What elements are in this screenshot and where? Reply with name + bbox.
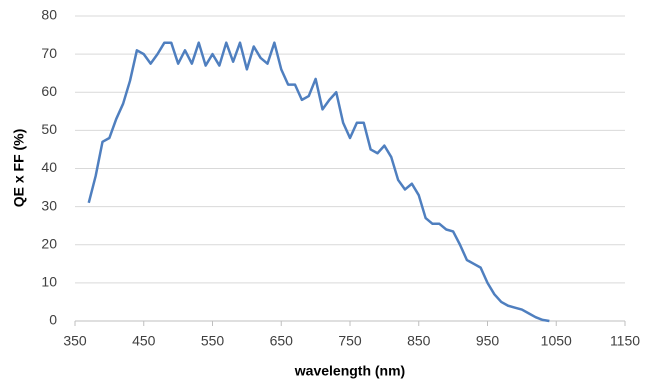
x-tick-label: 350 <box>63 333 87 349</box>
data-line <box>87 41 550 323</box>
x-tick-label: 850 <box>407 333 431 349</box>
y-tick-label: 70 <box>41 45 57 61</box>
y-tick-label: 40 <box>41 159 57 175</box>
y-tick-label: 60 <box>41 83 57 99</box>
x-tick-label: 750 <box>338 333 362 349</box>
y-tick-label: 10 <box>41 274 57 290</box>
y-tick-label: 30 <box>41 197 57 213</box>
y-tick-label: 50 <box>41 121 57 137</box>
y-axis-title: QE x FF (%) <box>11 129 27 208</box>
x-axis-title: wavelength (nm) <box>294 363 405 379</box>
x-tick-label: 1150 <box>610 333 640 349</box>
y-tick-label: 80 <box>41 7 57 23</box>
x-tick-label: 650 <box>270 333 294 349</box>
y-tick-label: 0 <box>49 312 57 328</box>
x-tick-label: 550 <box>201 333 225 349</box>
x-tick-label: 1050 <box>541 333 572 349</box>
x-tick-label: 450 <box>132 333 156 349</box>
x-tick-label: 950 <box>476 333 500 349</box>
y-tick-label: 20 <box>41 235 57 251</box>
